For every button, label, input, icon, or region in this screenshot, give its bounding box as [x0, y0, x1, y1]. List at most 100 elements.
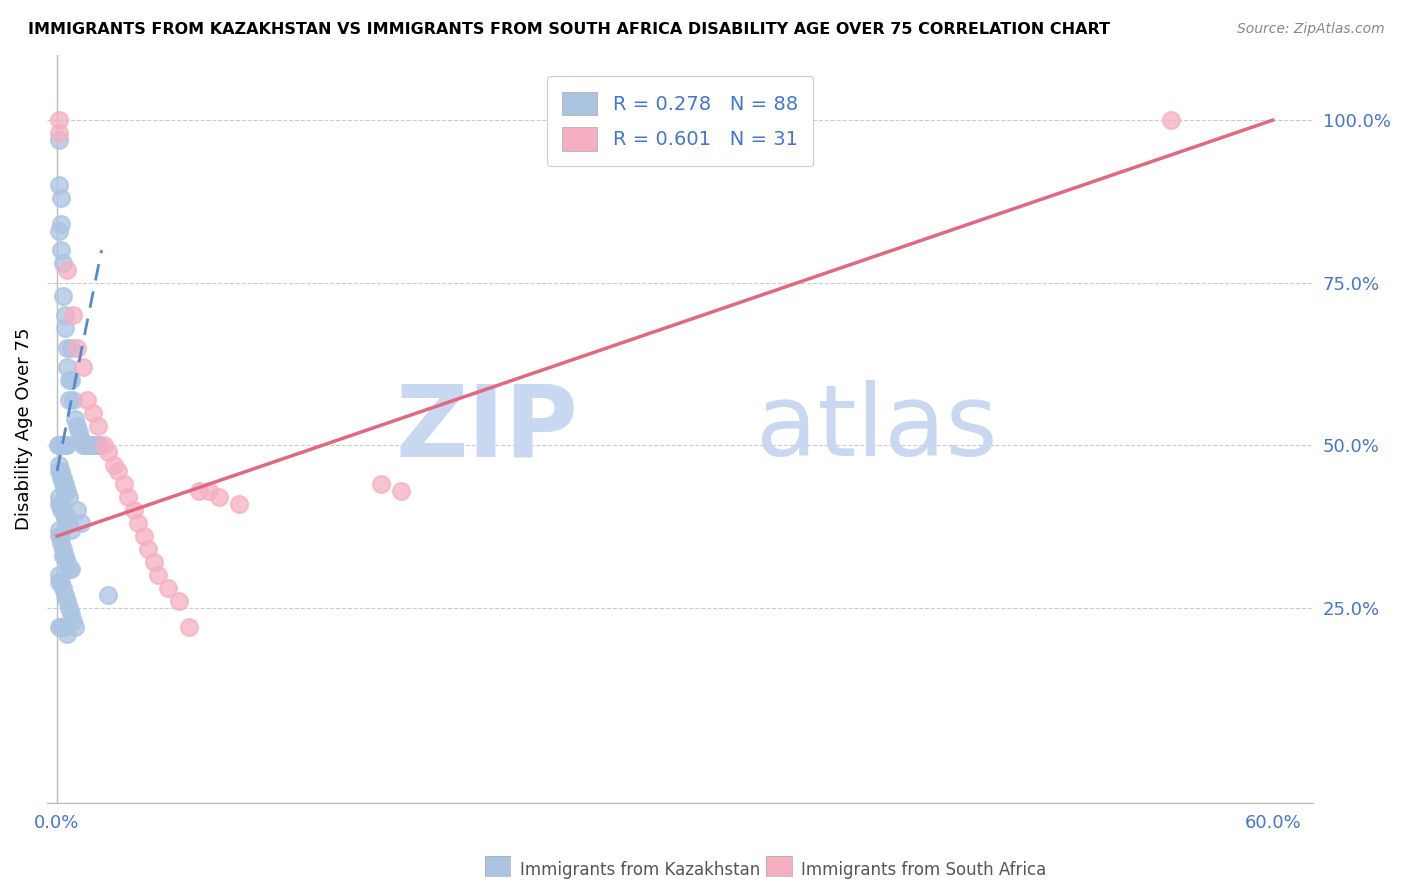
Point	[49, 464, 72, 478]
Point	[53, 483, 76, 498]
Point	[228, 497, 250, 511]
Point	[48, 133, 70, 147]
Legend: R = 0.278   N = 88, R = 0.601   N = 31: R = 0.278 N = 88, R = 0.601 N = 31	[547, 76, 814, 166]
Point	[62, 308, 84, 322]
Point	[177, 620, 200, 634]
Point	[134, 529, 156, 543]
Point	[370, 477, 392, 491]
Point	[70, 432, 93, 446]
Point	[52, 438, 75, 452]
Point	[48, 113, 70, 128]
Point	[97, 588, 120, 602]
Point	[48, 458, 70, 472]
Point	[103, 458, 125, 472]
Point	[89, 438, 111, 452]
Text: atlas: atlas	[756, 380, 998, 477]
Point	[391, 483, 413, 498]
Point	[48, 620, 70, 634]
Point	[82, 406, 104, 420]
Point	[58, 600, 80, 615]
Point	[84, 438, 107, 452]
Point	[80, 438, 103, 452]
Point	[52, 542, 75, 557]
Point	[58, 490, 80, 504]
Point	[48, 464, 70, 478]
Point	[60, 607, 83, 621]
Point	[157, 581, 180, 595]
Point	[65, 412, 87, 426]
Point	[52, 256, 75, 270]
Point	[66, 341, 89, 355]
Point	[82, 438, 104, 452]
Point	[60, 561, 83, 575]
Point	[58, 516, 80, 530]
Point	[48, 523, 70, 537]
Point	[53, 477, 76, 491]
Point	[51, 438, 73, 452]
Point	[66, 418, 89, 433]
Point	[75, 438, 97, 452]
Point	[49, 217, 72, 231]
Point	[65, 620, 87, 634]
Point	[208, 490, 231, 504]
Point	[136, 542, 159, 557]
Point	[49, 535, 72, 549]
Point	[72, 438, 94, 452]
Text: Source: ZipAtlas.com: Source: ZipAtlas.com	[1237, 22, 1385, 37]
Point	[49, 438, 72, 452]
Point	[52, 620, 75, 634]
Point	[49, 191, 72, 205]
Point	[79, 438, 101, 452]
Point	[52, 549, 75, 563]
Point	[117, 490, 139, 504]
Text: Immigrants from Kazakhstan: Immigrants from Kazakhstan	[520, 861, 761, 879]
Point	[70, 516, 93, 530]
Point	[62, 392, 84, 407]
Point	[56, 341, 79, 355]
Point	[52, 581, 75, 595]
Point	[86, 418, 108, 433]
Point	[48, 438, 70, 452]
Point	[53, 308, 76, 322]
Point	[53, 588, 76, 602]
Point	[48, 438, 70, 452]
Point	[148, 568, 170, 582]
Text: ZIP: ZIP	[396, 380, 579, 477]
Point	[46, 438, 69, 452]
Point	[48, 497, 70, 511]
Point	[53, 509, 76, 524]
Text: Immigrants from South Africa: Immigrants from South Africa	[801, 861, 1046, 879]
Point	[49, 529, 72, 543]
Point	[143, 555, 166, 569]
Text: IMMIGRANTS FROM KAZAKHSTAN VS IMMIGRANTS FROM SOUTH AFRICA DISABILITY AGE OVER 7: IMMIGRANTS FROM KAZAKHSTAN VS IMMIGRANTS…	[28, 22, 1111, 37]
Point	[198, 483, 221, 498]
Point	[127, 516, 149, 530]
Point	[49, 243, 72, 257]
Point	[48, 568, 70, 582]
Point	[49, 620, 72, 634]
Point	[52, 470, 75, 484]
Point	[66, 503, 89, 517]
Point	[76, 438, 98, 452]
Point	[58, 373, 80, 387]
Point	[49, 503, 72, 517]
Point	[53, 620, 76, 634]
Point	[60, 523, 83, 537]
Point	[56, 509, 79, 524]
Point	[48, 224, 70, 238]
Y-axis label: Disability Age Over 75: Disability Age Over 75	[15, 327, 32, 530]
Point	[53, 438, 76, 452]
Point	[56, 516, 79, 530]
Point	[86, 438, 108, 452]
Point	[56, 483, 79, 498]
Point	[48, 178, 70, 193]
Point	[187, 483, 209, 498]
Point	[60, 373, 83, 387]
Point	[49, 574, 72, 589]
Point	[48, 574, 70, 589]
Point	[122, 503, 145, 517]
Point	[76, 392, 98, 407]
Point	[56, 438, 79, 452]
Point	[52, 288, 75, 302]
Point	[48, 529, 70, 543]
